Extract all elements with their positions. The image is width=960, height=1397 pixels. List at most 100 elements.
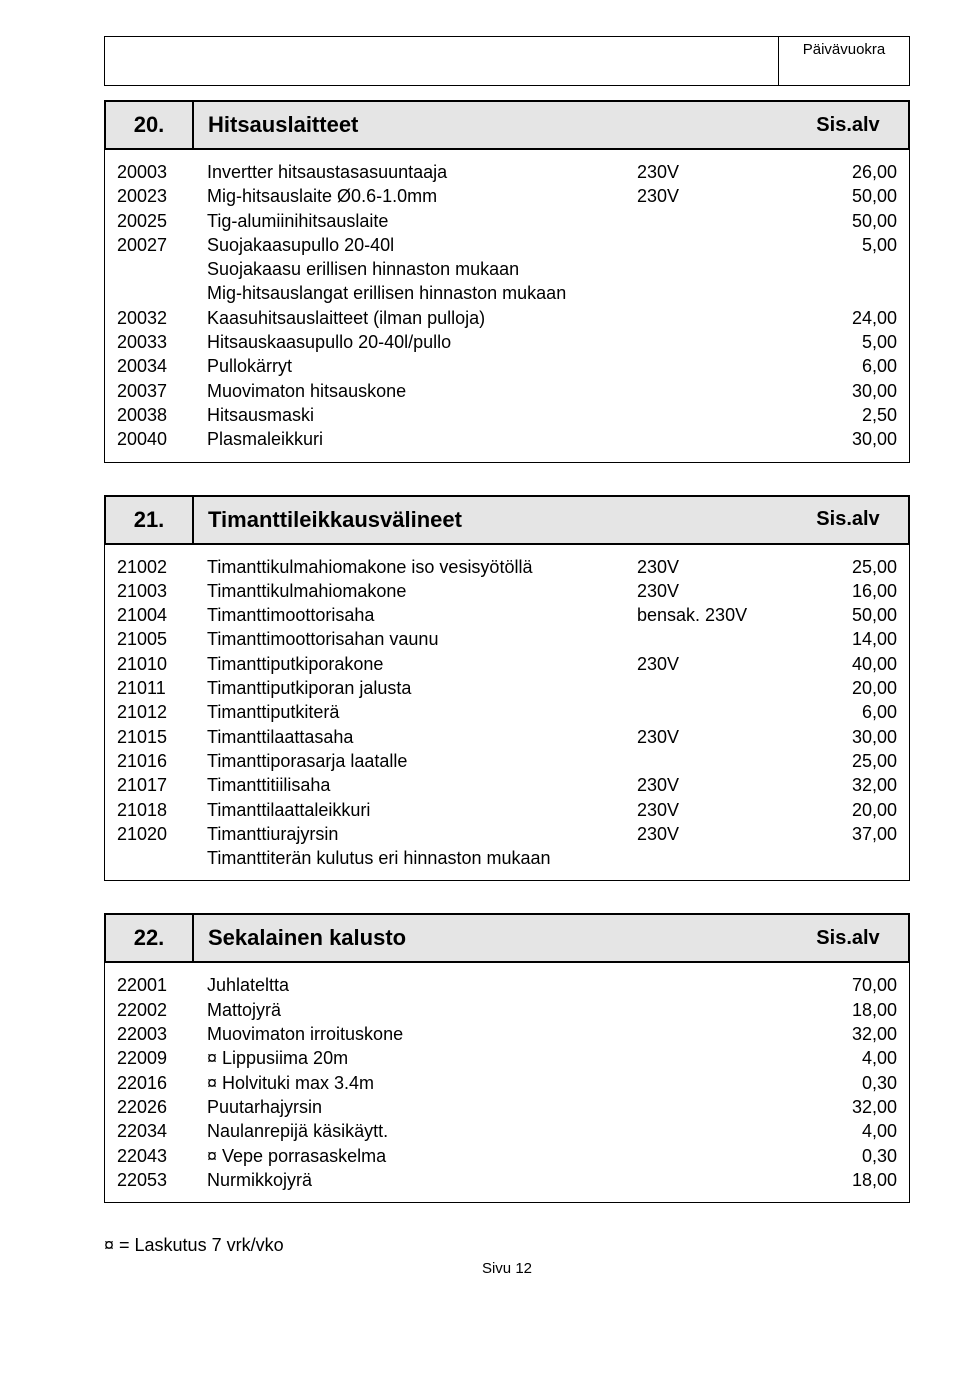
table-row: Mig-hitsauslangat erillisen hinnaston mu…	[105, 281, 909, 305]
item-voltage	[637, 1095, 807, 1119]
item-price: 70,00	[807, 973, 897, 997]
item-description: Hitsauskaasupullo 20-40l/pullo	[193, 330, 637, 354]
item-voltage	[637, 209, 807, 233]
item-voltage: 230V	[637, 822, 807, 846]
item-code: 20027	[105, 233, 193, 257]
section-suffix: Sis.alv	[788, 927, 908, 950]
item-voltage	[637, 1119, 807, 1143]
item-price	[807, 846, 897, 870]
item-price: 14,00	[807, 627, 897, 651]
item-description: Suojakaasu erillisen hinnaston mukaan	[193, 257, 637, 281]
section-number: 22.	[106, 915, 194, 961]
item-price: 26,00	[807, 160, 897, 184]
item-code: 21018	[105, 798, 193, 822]
item-description: Timanttiputkiterä	[193, 700, 637, 724]
table-row: 22009¤ Lippusiima 20m4,00	[105, 1046, 909, 1070]
top-header-label: Päivävuokra	[779, 37, 909, 85]
section-header: 20.HitsauslaitteetSis.alv	[104, 100, 910, 150]
item-code: 21016	[105, 749, 193, 773]
document-page: Päivävuokra 20.HitsauslaitteetSis.alv 200…	[0, 0, 960, 1297]
item-price: 50,00	[807, 184, 897, 208]
item-description: Mattojyrä	[193, 998, 637, 1022]
table-row: 21017Timanttitiilisaha230V32,00	[105, 773, 909, 797]
item-price: 20,00	[807, 676, 897, 700]
item-description: Timanttitiilisaha	[193, 773, 637, 797]
item-voltage: 230V	[637, 184, 807, 208]
item-code	[105, 846, 193, 870]
item-price: 20,00	[807, 798, 897, 822]
footer-note: ¤ = Laskutus 7 vrk/vko	[104, 1235, 910, 1256]
section-title: Sekalainen kalusto	[194, 925, 788, 951]
table-row: Suojakaasu erillisen hinnaston mukaan	[105, 257, 909, 281]
item-price: 30,00	[807, 379, 897, 403]
table-row: 21016Timanttiporasarja laatalle25,00	[105, 749, 909, 773]
item-price: 5,00	[807, 330, 897, 354]
item-voltage: 230V	[637, 773, 807, 797]
item-voltage: 230V	[637, 160, 807, 184]
table-row: 20037Muovimaton hitsauskone30,00	[105, 379, 909, 403]
section-header: 22.Sekalainen kalustoSis.alv	[104, 913, 910, 963]
item-code: 21011	[105, 676, 193, 700]
item-description: Timanttiputkiporan jalusta	[193, 676, 637, 700]
table-row: 21015Timanttilaattasaha230V30,00	[105, 725, 909, 749]
item-code: 20025	[105, 209, 193, 233]
item-code: 22003	[105, 1022, 193, 1046]
table-row: 22053Nurmikkojyrä18,00	[105, 1168, 909, 1192]
item-code	[105, 281, 193, 305]
item-price: 0,30	[807, 1144, 897, 1168]
section-suffix: Sis.alv	[788, 508, 908, 531]
item-voltage	[637, 998, 807, 1022]
item-price: 24,00	[807, 306, 897, 330]
table-row: 20040Plasmaleikkuri30,00	[105, 427, 909, 451]
table-row: 20025Tig-alumiinihitsauslaite50,00	[105, 209, 909, 233]
table-row: 21003Timanttikulmahiomakone230V16,00	[105, 579, 909, 603]
item-code	[105, 257, 193, 281]
item-voltage	[637, 354, 807, 378]
item-voltage	[637, 330, 807, 354]
table-row: 20033Hitsauskaasupullo 20-40l/pullo 5,00	[105, 330, 909, 354]
item-voltage	[637, 627, 807, 651]
item-description: Mig-hitsauslaite Ø0.6-1.0mm	[193, 184, 637, 208]
item-code: 21010	[105, 652, 193, 676]
item-voltage: 230V	[637, 579, 807, 603]
item-voltage	[637, 403, 807, 427]
item-description: Timanttimoottorisahan vaunu	[193, 627, 637, 651]
item-voltage	[637, 1071, 807, 1095]
item-description: Timanttiterän kulutus eri hinnaston muka…	[193, 846, 637, 870]
item-code: 22002	[105, 998, 193, 1022]
item-voltage: 230V	[637, 652, 807, 676]
table-row: 20023Mig-hitsauslaite Ø0.6-1.0mm230V50,0…	[105, 184, 909, 208]
item-voltage	[637, 306, 807, 330]
item-code: 20032	[105, 306, 193, 330]
item-voltage: 230V	[637, 725, 807, 749]
item-code: 22034	[105, 1119, 193, 1143]
item-code: 22016	[105, 1071, 193, 1095]
section-title: Timanttileikkausvälineet	[194, 507, 788, 533]
item-description: ¤ Vepe porrasaskelma	[193, 1144, 637, 1168]
item-description: Suojakaasupullo 20-40l	[193, 233, 637, 257]
item-code: 21003	[105, 579, 193, 603]
item-code: 20040	[105, 427, 193, 451]
table-row: 21004Timanttimoottorisahabensak. 230V50,…	[105, 603, 909, 627]
item-code: 22001	[105, 973, 193, 997]
item-code: 20033	[105, 330, 193, 354]
item-voltage: bensak. 230V	[637, 603, 807, 627]
table-row: 20032Kaasuhitsauslaitteet (ilman pulloja…	[105, 306, 909, 330]
item-voltage: 230V	[637, 555, 807, 579]
item-description: Timanttiporasarja laatalle	[193, 749, 637, 773]
table-row: 21012Timanttiputkiterä6,00	[105, 700, 909, 724]
item-code: 21005	[105, 627, 193, 651]
page-number: Sivu 12	[104, 1260, 910, 1277]
item-code: 21017	[105, 773, 193, 797]
item-code: 21004	[105, 603, 193, 627]
item-price: 4,00	[807, 1046, 897, 1070]
table-row: 21005Timanttimoottorisahan vaunu 14,00	[105, 627, 909, 651]
item-price: 6,00	[807, 354, 897, 378]
section-data: 21002Timanttikulmahiomakone iso vesisyöt…	[104, 545, 910, 882]
item-price: 6,00	[807, 700, 897, 724]
item-price: 50,00	[807, 209, 897, 233]
item-voltage	[637, 257, 807, 281]
item-description: Plasmaleikkuri	[193, 427, 637, 451]
table-row: 20034Pullokärryt6,00	[105, 354, 909, 378]
item-price: 0,30	[807, 1071, 897, 1095]
